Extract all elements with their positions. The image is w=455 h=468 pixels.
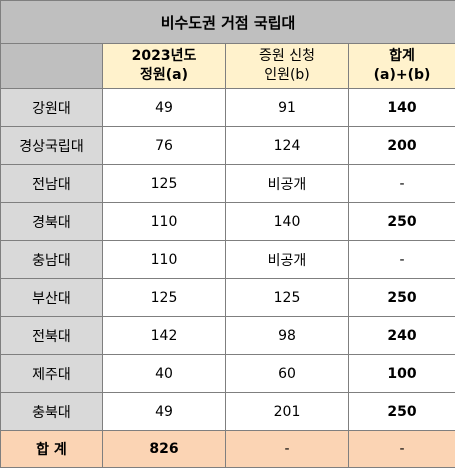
table-row: 전북대 142 98 240 (0, 316, 455, 355)
total-sum-value: - (347, 430, 455, 468)
sum-value: 250 (347, 392, 455, 431)
table-row: 충북대 49 201 250 (0, 392, 455, 431)
table-row: 경북대 110 140 250 (0, 202, 455, 241)
increase-value: 60 (225, 354, 349, 393)
university-name: 전북대 (0, 316, 103, 355)
table-row: 전남대 125 비공개 - (0, 164, 455, 203)
quota-value: 125 (102, 278, 226, 317)
increase-value: 98 (225, 316, 349, 355)
university-name: 경북대 (0, 202, 103, 241)
quota-value: 40 (102, 354, 226, 393)
table-row: 경상국립대 76 124 200 (0, 126, 455, 165)
corner-header-cell (0, 43, 103, 89)
university-name: 경상국립대 (0, 126, 103, 165)
university-name: 부산대 (0, 278, 103, 317)
sum-value: - (347, 240, 455, 279)
header-quota-line1: 2023년도 (131, 48, 197, 64)
sum-value: 200 (347, 126, 455, 165)
header-increase-line2: 인원(b) (264, 67, 310, 83)
increase-value: 201 (225, 392, 349, 431)
table-row: 강원대 49 91 140 (0, 88, 455, 127)
table-row: 제주대 40 60 100 (0, 354, 455, 393)
increase-value: 비공개 (225, 164, 349, 203)
quota-value: 110 (102, 240, 226, 279)
quota-value: 76 (102, 126, 226, 165)
table-row: 부산대 125 125 250 (0, 278, 455, 317)
sum-value: 240 (347, 316, 455, 355)
university-name: 강원대 (0, 88, 103, 127)
table-title: 비수도권 거점 국립대 (0, 0, 455, 44)
sum-value: 100 (347, 354, 455, 393)
increase-value: 91 (225, 88, 349, 127)
header-quota-2023: 2023년도 정원(a) (102, 43, 226, 89)
university-name: 충남대 (0, 240, 103, 279)
header-total: 합계 (a)+(b) (347, 43, 455, 89)
total-quota-value: 826 (102, 430, 226, 468)
total-row: 합 계 826 - - (0, 430, 455, 468)
university-name: 충북대 (0, 392, 103, 431)
total-label: 합 계 (0, 430, 103, 468)
header-total-line2: (a)+(b) (373, 67, 431, 83)
header-increase-line1: 증원 신청 (259, 48, 315, 64)
total-increase-value: - (225, 430, 349, 468)
sum-value: 140 (347, 88, 455, 127)
sum-value: 250 (347, 202, 455, 241)
header-increase-request: 증원 신청 인원(b) (225, 43, 349, 89)
increase-value: 비공개 (225, 240, 349, 279)
university-name: 제주대 (0, 354, 103, 393)
quota-value: 110 (102, 202, 226, 241)
sum-value: - (347, 164, 455, 203)
sum-value: 250 (347, 278, 455, 317)
quota-value: 125 (102, 164, 226, 203)
quota-value: 142 (102, 316, 226, 355)
header-quota-line2: 정원(a) (139, 67, 188, 83)
quota-value: 49 (102, 88, 226, 127)
table-row: 충남대 110 비공개 - (0, 240, 455, 279)
increase-value: 125 (225, 278, 349, 317)
increase-value: 140 (225, 202, 349, 241)
quota-value: 49 (102, 392, 226, 431)
increase-value: 124 (225, 126, 349, 165)
header-total-line1: 합계 (389, 48, 415, 64)
university-name: 전남대 (0, 164, 103, 203)
